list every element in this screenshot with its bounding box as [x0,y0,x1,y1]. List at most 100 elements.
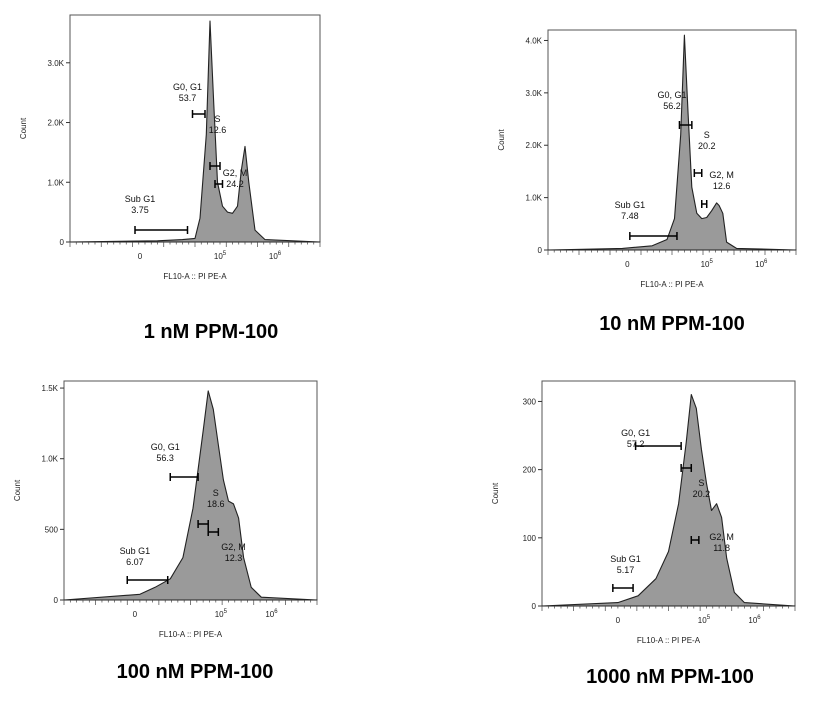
gate-name: G2, M [709,170,734,180]
x-tick-label: 0 [138,252,143,261]
tick-base: 10 [269,252,278,261]
gate-value: 12.6 [713,181,731,191]
y-tick-label: 1.0K [48,178,65,187]
tick-exponent: 5 [223,251,227,257]
panel-caption: 100 nM PPM-100 [117,661,274,683]
gate-name: Sub G1 [615,200,646,210]
y-tick-label: 0 [60,238,65,247]
histogram-area [547,34,797,251]
panel-caption: 1 nM PPM-100 [144,321,278,343]
tick-exponent: 6 [757,615,761,621]
x-tick-label: 0 [133,610,138,619]
panel-caption: 1000 nM PPM-100 [586,666,754,688]
gate-name: G2, M [709,532,734,542]
gate-value: 7.48 [621,211,639,221]
tick-base: 10 [698,616,707,625]
x-tick-label: 106 [269,251,282,261]
y-tick-label: 100 [523,534,537,543]
y-tick-label: 500 [45,525,59,534]
gate-name: G2, M [221,542,246,552]
gate-value: 56.3 [156,453,174,463]
y-tick-label: 2.0K [526,141,543,150]
gate-value: 6.07 [126,557,144,567]
y-tick-label: 200 [523,466,537,475]
tick-exponent: 5 [707,615,711,621]
y-tick-label: 3.0K [48,59,65,68]
tick-exponent: 6 [274,609,278,615]
y-tick-label: 3.0K [526,89,543,98]
panel-caption: 10 nM PPM-100 [599,313,745,335]
gate-value: 3.75 [131,205,149,215]
x-tick-label: 106 [265,609,278,619]
x-tick-label: 0 [625,260,630,269]
x-tick-label: 106 [755,259,768,269]
tick-base: 10 [701,260,710,269]
gate-value: 12.6 [209,125,227,135]
tick-base: 10 [755,260,764,269]
y-tick-label: 4.0K [526,36,543,45]
x-tick-label: 105 [214,251,227,261]
gate-value: 11.8 [713,543,730,553]
gate-value: 5.17 [617,565,635,575]
gate-name: S [214,114,220,124]
histogram-area [69,20,321,243]
y-axis-label: Count [19,117,28,139]
gate-value: 53.7 [179,93,197,103]
gate-name: Sub G1 [120,546,151,556]
gate-name: G0, G1 [621,428,650,438]
y-tick-label: 2.0K [48,119,65,128]
plot-frame [547,29,797,251]
x-axis-label: FL10-A :: PI PE-A [640,280,704,289]
gate-value: 57.2 [627,439,645,449]
gate-name: S [698,478,704,488]
tick-exponent: 5 [224,609,228,615]
y-axis-label: Count [497,129,506,151]
gate-value: 24.2 [226,179,244,189]
gate-value: 56.2 [663,101,681,111]
y-axis-label: Count [13,479,22,501]
gate-name: G0, G1 [151,442,180,452]
tick-exponent: 5 [710,259,714,265]
y-tick-label: 0 [54,596,59,605]
tick-exponent: 6 [764,259,768,265]
tick-base: 10 [748,616,757,625]
x-tick-label: 105 [701,259,714,269]
y-tick-label: 1.0K [526,194,543,203]
y-tick-label: 0 [538,246,543,255]
gate-name: S [704,130,710,140]
x-tick-label: 105 [215,609,228,619]
gate-value: 12.3 [225,553,243,563]
y-tick-label: 300 [523,397,537,406]
tick-base: 10 [214,252,223,261]
x-tick-label: 106 [748,615,761,625]
tick-exponent: 6 [278,251,282,257]
x-axis-label: FL10-A :: PI PE-A [159,630,223,639]
y-tick-label: 1.0K [42,455,59,464]
tick-base: 10 [215,610,224,619]
gate-name: G0, G1 [657,90,686,100]
y-axis-label: Count [491,482,500,504]
x-axis-label: FL10-A :: PI PE-A [163,272,227,281]
x-tick-label: 0 [616,616,621,625]
gate-name: G0, G1 [173,82,202,92]
gate-value: 18.6 [207,499,225,509]
gate-name: Sub G1 [125,194,156,204]
plot-frame [69,14,321,243]
histogram-area [63,390,318,601]
histogram-area [541,394,796,607]
y-tick-label: 1.5K [42,384,59,393]
gate-value: 20.2 [698,141,716,151]
gate-value: 20.2 [693,489,711,499]
y-tick-label: 0 [532,602,537,611]
gate-name: G2, M [223,168,248,178]
x-axis-label: FL10-A :: PI PE-A [637,636,701,645]
tick-base: 10 [265,610,274,619]
gate-name: Sub G1 [610,554,641,564]
gate-name: S [213,488,219,498]
x-tick-label: 105 [698,615,711,625]
